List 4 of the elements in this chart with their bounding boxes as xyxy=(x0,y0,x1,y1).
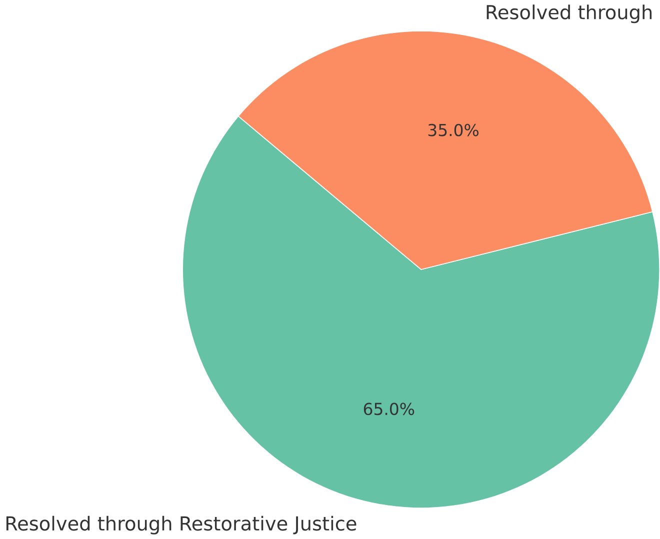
data-label: 35.0% xyxy=(428,124,478,136)
slice-label: Resolved through xyxy=(486,4,652,24)
data-label: 65.0% xyxy=(364,402,414,416)
slice-label: Resolved through Restorative Justice xyxy=(6,516,356,534)
